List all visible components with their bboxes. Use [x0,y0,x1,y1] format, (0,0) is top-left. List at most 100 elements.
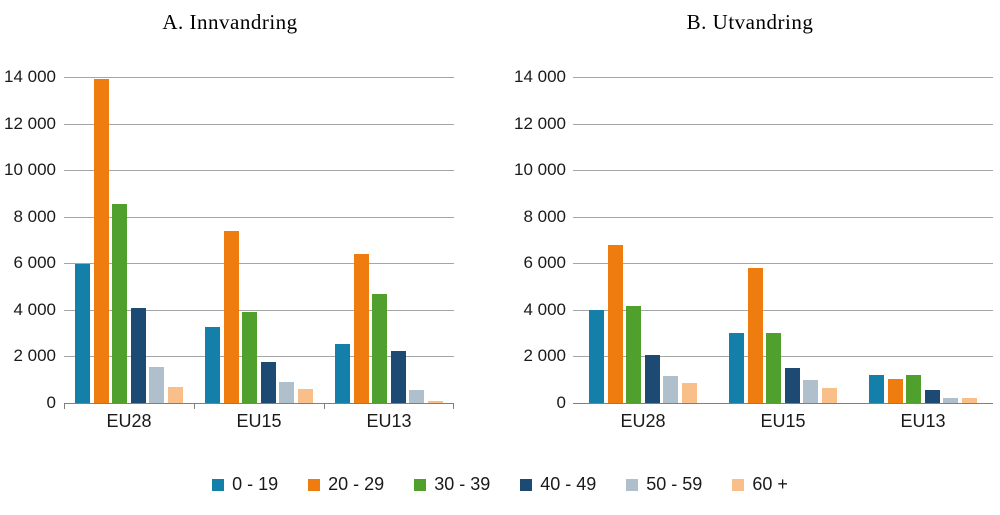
bar-eu28-60+ [167,386,183,403]
bar-group-eu15 [713,77,853,403]
bar-eu15-40-49 [784,368,800,403]
y-tick-label: 8 000 [523,206,566,226]
chart-b-title: B. Utvandring [686,10,814,34]
x-category-label: EU13 [366,411,412,431]
chart-a-title: A. Innvandring [162,10,298,34]
y-tick-label: 12 000 [514,113,566,133]
gridline [64,216,454,218]
gridline [573,263,993,265]
x-axis-tick [64,403,65,409]
bar-eu13-20-29 [353,253,369,403]
bar-eu15-30-39 [242,312,258,403]
legend-swatch [732,478,745,491]
gridline [64,170,454,172]
legend-item: 0 - 19 [212,474,278,495]
bar-eu13-50-59 [943,398,959,403]
x-axis-tick [453,403,454,409]
legend-item: 30 - 39 [414,474,490,495]
bar-eu13-0-19 [335,343,351,403]
bar-group-eu28 [573,77,713,403]
y-tick-label: 4 000 [13,299,56,319]
chart-a-plot [64,77,454,409]
bar-group-eu13 [853,77,993,403]
bar-eu13-20-29 [887,378,903,403]
legend-swatch [626,478,639,491]
bar-eu15-50-59 [803,379,819,403]
bar-eu15-30-39 [766,333,782,403]
bar-eu15-60+ [297,389,313,403]
legend-swatch [520,478,533,491]
y-tick-label: 2 000 [13,346,56,366]
y-tick-label: 6 000 [13,253,56,273]
y-tick-label: 8 000 [13,206,56,226]
gridline [573,356,993,358]
y-tick-label: 10 000 [4,160,56,180]
gridline [64,309,454,311]
bar-eu15-60+ [821,387,837,403]
y-tick-label: 2 000 [523,346,566,366]
x-category-label: EU15 [236,411,282,431]
legend-item: 50 - 59 [626,474,702,495]
legend-label: 30 - 39 [434,474,491,494]
bar-eu28-20-29 [93,79,109,403]
legend-label: 50 - 59 [646,474,703,494]
legend-item: 40 - 49 [520,474,596,495]
gridline [64,356,454,358]
bar-eu28-40-49 [644,355,660,403]
legend: 0 - 19 20 - 29 30 - 39 40 - 49 50 - 59 60 + [0,474,1000,495]
legend-swatch [414,478,427,491]
gridline [573,309,993,311]
gridline [573,123,993,125]
y-tick-label: 6 000 [523,253,566,273]
x-axis-tick [324,403,325,409]
legend-item: 20 - 29 [308,474,384,495]
bar-eu15-20-29 [223,230,239,403]
gridline [573,77,993,78]
bar-eu15-0-19 [729,333,745,403]
bar-eu13-30-39 [906,375,922,403]
bar-eu13-60+ [961,398,977,403]
legend-label: 60 + [752,474,788,494]
legend-swatch [308,478,321,491]
bar-eu13-50-59 [409,390,425,403]
y-tick-label: 14 000 [4,67,56,86]
gridline [64,263,454,265]
bar-eu13-40-49 [390,350,406,403]
legend-swatch [212,478,225,491]
y-tick-label: 12 000 [4,113,56,133]
bar-eu28-50-59 [149,366,165,403]
bar-eu13-30-39 [372,293,388,403]
legend-item: 60 + [732,474,788,495]
x-category-label: EU28 [106,411,152,431]
bar-eu15-50-59 [279,382,295,403]
bar-eu15-0-19 [205,327,221,403]
bar-eu15-40-49 [260,362,276,403]
legend-label: 40 - 49 [540,474,597,494]
bar-eu28-20-29 [607,244,623,403]
bar-group-eu15 [194,77,324,403]
x-category-label: EU15 [760,411,806,431]
legend-label: 0 - 19 [232,474,279,494]
bar-eu28-30-39 [112,203,128,403]
x-axis-tick [194,403,195,409]
legend-label: 20 - 29 [328,474,385,494]
y-tick-label: 0 [46,393,56,412]
bar-eu28-50-59 [663,376,679,403]
gridline [573,216,993,218]
gridline [573,170,993,172]
x-category-label: EU28 [620,411,666,431]
bar-eu28-60+ [681,383,697,403]
bar-group-eu13 [324,77,454,403]
bar-eu28-30-39 [626,306,642,403]
gridline [64,123,454,125]
x-category-label: EU13 [900,411,946,431]
bar-eu28-0-19 [75,264,91,403]
bar-eu15-20-29 [747,267,763,403]
bar-group-eu28 [64,77,194,403]
bar-eu13-40-49 [924,390,940,403]
y-tick-label: 4 000 [523,299,566,319]
y-tick-label: 0 [556,393,566,412]
chart-b-plot [573,77,993,404]
bar-eu28-40-49 [130,307,146,403]
